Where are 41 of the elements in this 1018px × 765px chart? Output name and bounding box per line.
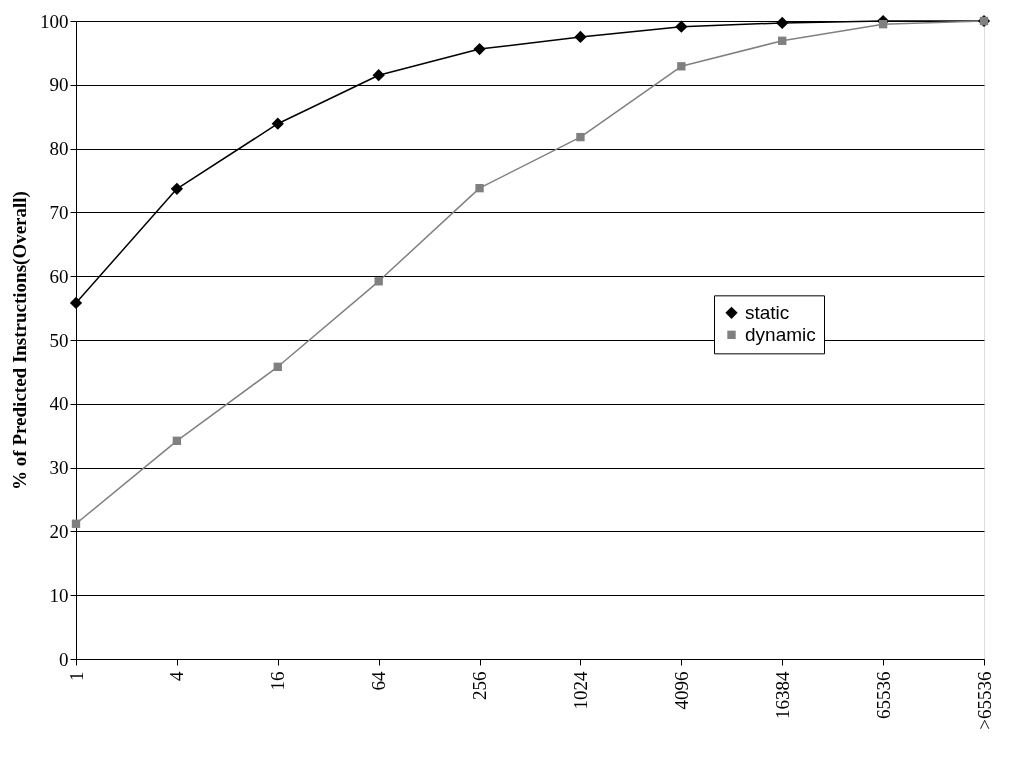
point	[576, 132, 585, 142]
legend-label: dynamic	[745, 323, 816, 345]
x-tick-label: 65536	[872, 671, 894, 719]
point	[172, 436, 182, 445]
y-tick-label: 0	[59, 648, 69, 670]
y-axis-title: % of Predicted Instructions(Overall)	[9, 191, 31, 490]
point	[170, 182, 184, 195]
x-tick-label: 1	[65, 671, 87, 681]
point	[273, 362, 282, 371]
point	[574, 30, 587, 44]
x-tick-label: 4	[166, 671, 188, 681]
y-tick-label: 60	[49, 265, 69, 287]
x-tick-label: >65536	[973, 671, 995, 730]
y-tick-label: 50	[49, 329, 69, 351]
point	[374, 277, 383, 286]
y-tick-label: 20	[49, 520, 69, 542]
y-tick-label: 30	[49, 457, 69, 479]
point	[878, 20, 888, 29]
point	[475, 183, 484, 193]
point	[271, 117, 284, 130]
y-tick-label: 80	[49, 138, 69, 160]
y-tick-label: 100	[40, 10, 69, 32]
y-tick-label: 10	[49, 584, 69, 606]
y-tick-label: 90	[49, 74, 69, 96]
x-tick-label: 4096	[670, 671, 692, 710]
y-tick-label: 40	[49, 393, 69, 415]
point	[69, 296, 83, 310]
point	[473, 42, 486, 56]
legend-label: static	[745, 301, 790, 323]
x-tick-label: 64	[368, 671, 390, 691]
point	[677, 62, 686, 71]
point	[675, 20, 688, 33]
x-tick-label: 16	[267, 671, 289, 691]
point	[71, 519, 81, 528]
y-tick-label: 70	[49, 201, 69, 223]
point	[372, 69, 385, 82]
x-tick-label: 16384	[771, 671, 793, 719]
x-tick-label: 256	[469, 671, 491, 700]
point	[776, 16, 789, 30]
point	[778, 36, 787, 45]
x-tick-label: 1024	[569, 671, 591, 710]
